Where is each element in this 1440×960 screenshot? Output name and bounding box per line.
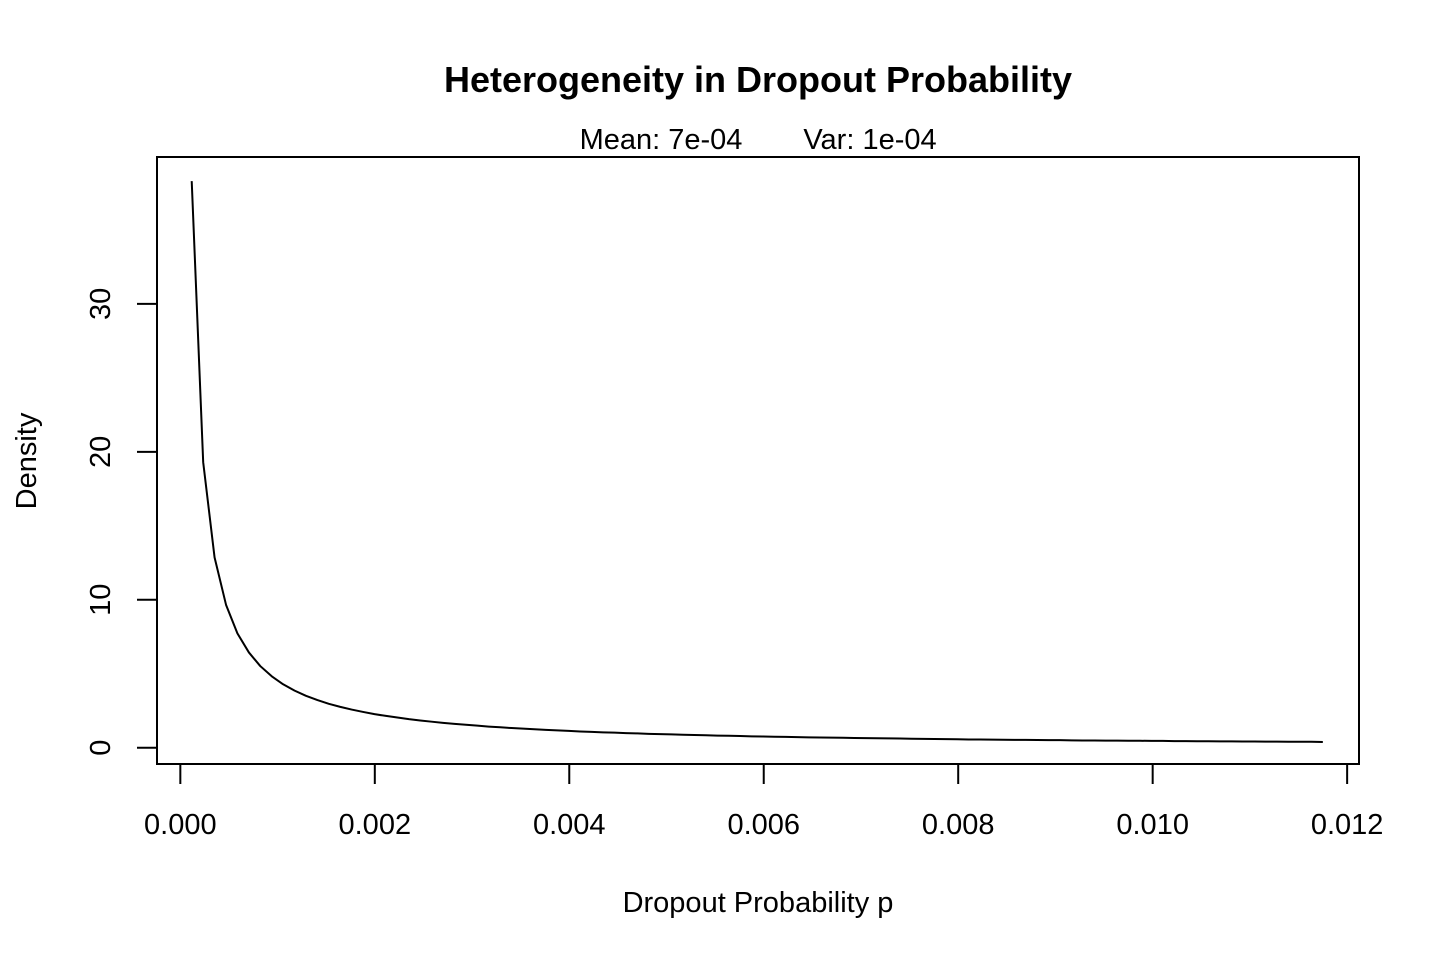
- x-axis: 0.000 0.002 0.004 0.006 0.008 0.010 0.012: [144, 763, 1384, 841]
- plot-series: [190, 181, 1323, 743]
- y-tick-label: 0: [85, 740, 117, 756]
- chart-title: Heterogeneity in Dropout Probability: [444, 59, 1072, 100]
- y-axis-label: Density: [11, 412, 43, 509]
- x-tick-label: 0.010: [1116, 809, 1189, 841]
- x-tick-label: 0.012: [1311, 809, 1384, 841]
- chart-subtitle-var: Var: 1e-04: [803, 124, 936, 156]
- x-tick-label: 0.006: [727, 809, 800, 841]
- y-tick-label: 10: [85, 584, 117, 616]
- x-tick-label: 0.004: [533, 809, 606, 841]
- y-tick-label: 30: [85, 288, 117, 320]
- y-axis: 0 10 20 30: [85, 288, 158, 756]
- plot-frame: [156, 156, 1360, 765]
- x-tick-label: 0.002: [339, 809, 412, 841]
- x-axis-label: Dropout Probability p: [623, 887, 894, 919]
- x-tick-label: 0.008: [922, 809, 995, 841]
- chart-subtitle-mean: Mean: 7e-04: [580, 124, 743, 156]
- density-curve: [190, 181, 1323, 743]
- y-tick-label: 20: [85, 436, 117, 468]
- x-tick-label: 0.000: [144, 809, 217, 841]
